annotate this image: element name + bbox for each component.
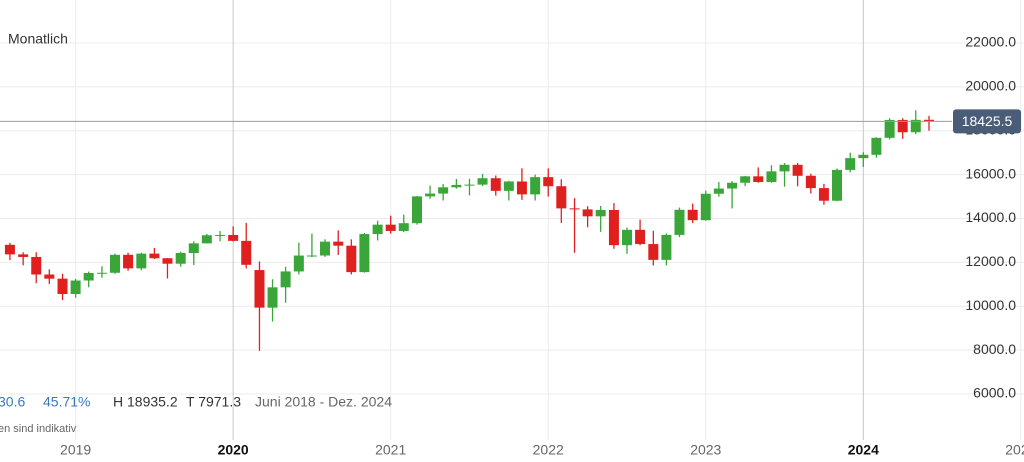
candle-body [700, 193, 711, 221]
candle-body [805, 175, 816, 189]
last-price-label: 18425.5 [962, 113, 1013, 129]
candle-body [175, 252, 186, 264]
candle-body [608, 209, 619, 246]
candle-body [70, 280, 81, 294]
candle-body [582, 209, 593, 217]
x-tick-label: 2022 [533, 442, 564, 458]
candle-body [280, 271, 291, 288]
candle-body [884, 119, 895, 138]
candle-body [779, 164, 790, 172]
period-high: H 18935.2 [113, 394, 178, 410]
candle-body [792, 164, 803, 176]
candle-body [188, 243, 199, 253]
candle-body [438, 187, 449, 194]
period-low: T 7971.3 [186, 394, 241, 410]
candle-body [713, 188, 724, 194]
candle-body [162, 258, 173, 264]
candle-body [832, 169, 843, 201]
candle-body [727, 182, 738, 189]
interval-label[interactable]: Monatlich [8, 31, 68, 47]
candle-body [595, 209, 606, 217]
candle-body [451, 184, 462, 188]
candle-body [569, 208, 580, 210]
y-tick-label: 8000.0 [973, 341, 1016, 357]
y-tick-label: 10000.0 [965, 297, 1016, 313]
candle-body [372, 224, 383, 235]
candle-body [490, 178, 501, 191]
candle-body [346, 245, 357, 273]
y-tick-label: 12000.0 [965, 253, 1016, 269]
candle-body [110, 254, 121, 273]
candle-body [293, 255, 304, 272]
candle-body [398, 223, 409, 231]
candle-body [556, 186, 567, 209]
candle-body [464, 184, 475, 186]
candle-body [333, 241, 344, 246]
candle-body [897, 119, 908, 133]
candle-body [845, 158, 856, 170]
change-pct: 45.71% [43, 394, 90, 410]
candle-body [871, 137, 882, 155]
candle-body [18, 254, 29, 257]
candle-body [910, 119, 921, 133]
candle-body [661, 234, 672, 260]
period-range: Juni 2018 - Dez. 2024 [255, 394, 392, 410]
candle-body [254, 270, 265, 308]
candle-body [215, 234, 226, 236]
candle-body [516, 181, 527, 195]
x-tick-label: 2021 [375, 442, 406, 458]
candle-body [425, 193, 436, 197]
y-tick-label: 6000.0 [973, 385, 1016, 401]
candle-body [149, 253, 160, 259]
candle-body [241, 240, 252, 265]
candle-body [359, 234, 370, 273]
overlay: 6000.0 8000.0 10000.0 12000.0 14000.0 16000.0… [0, 34, 1024, 458]
candle-body [412, 196, 423, 224]
grid [0, 0, 1024, 440]
disclaimer: en sind indikativ [0, 423, 77, 435]
candle-body [635, 229, 646, 245]
y-tick-label: 20000.0 [965, 78, 1016, 94]
candle-body [4, 244, 15, 255]
candle-body [503, 181, 514, 191]
last-price-box [953, 109, 1021, 134]
x-tick-label: 2025 [1005, 442, 1024, 458]
candle-body [477, 178, 488, 185]
y-tick-label: 14000.0 [965, 209, 1016, 225]
candle-body [44, 274, 55, 279]
candle-body [766, 171, 777, 182]
x-tick-label: 2023 [690, 442, 721, 458]
candle-body [31, 256, 42, 275]
candle-body [83, 272, 94, 281]
x-tick-label: 2024 [848, 442, 879, 458]
candle-body [530, 177, 541, 195]
candle-body [543, 177, 554, 187]
candle-body [306, 255, 317, 257]
x-tick-label: 2020 [218, 442, 249, 458]
candle-body [320, 241, 331, 256]
x-tick-label: 2019 [60, 442, 91, 458]
candle-body [858, 154, 869, 159]
candle-body [96, 272, 107, 274]
candle-body [818, 188, 829, 201]
candle-body [674, 209, 685, 235]
candle-body [136, 253, 147, 269]
candle-body [740, 176, 751, 183]
candle-body [753, 176, 764, 182]
y-tick-label: 16000.0 [965, 165, 1016, 181]
candle-body [267, 287, 278, 308]
candle-body [201, 235, 212, 244]
candle-body [57, 278, 68, 294]
candles [4, 110, 935, 351]
candle-body [924, 119, 935, 122]
change: 30.6 [0, 394, 25, 410]
candle-body [687, 209, 698, 221]
candle-body [648, 244, 659, 260]
candle-body [123, 254, 134, 269]
candle-body [228, 234, 239, 241]
candle-body [622, 229, 633, 246]
y-tick-label: 22000.0 [965, 34, 1016, 50]
candle-body [385, 224, 396, 231]
